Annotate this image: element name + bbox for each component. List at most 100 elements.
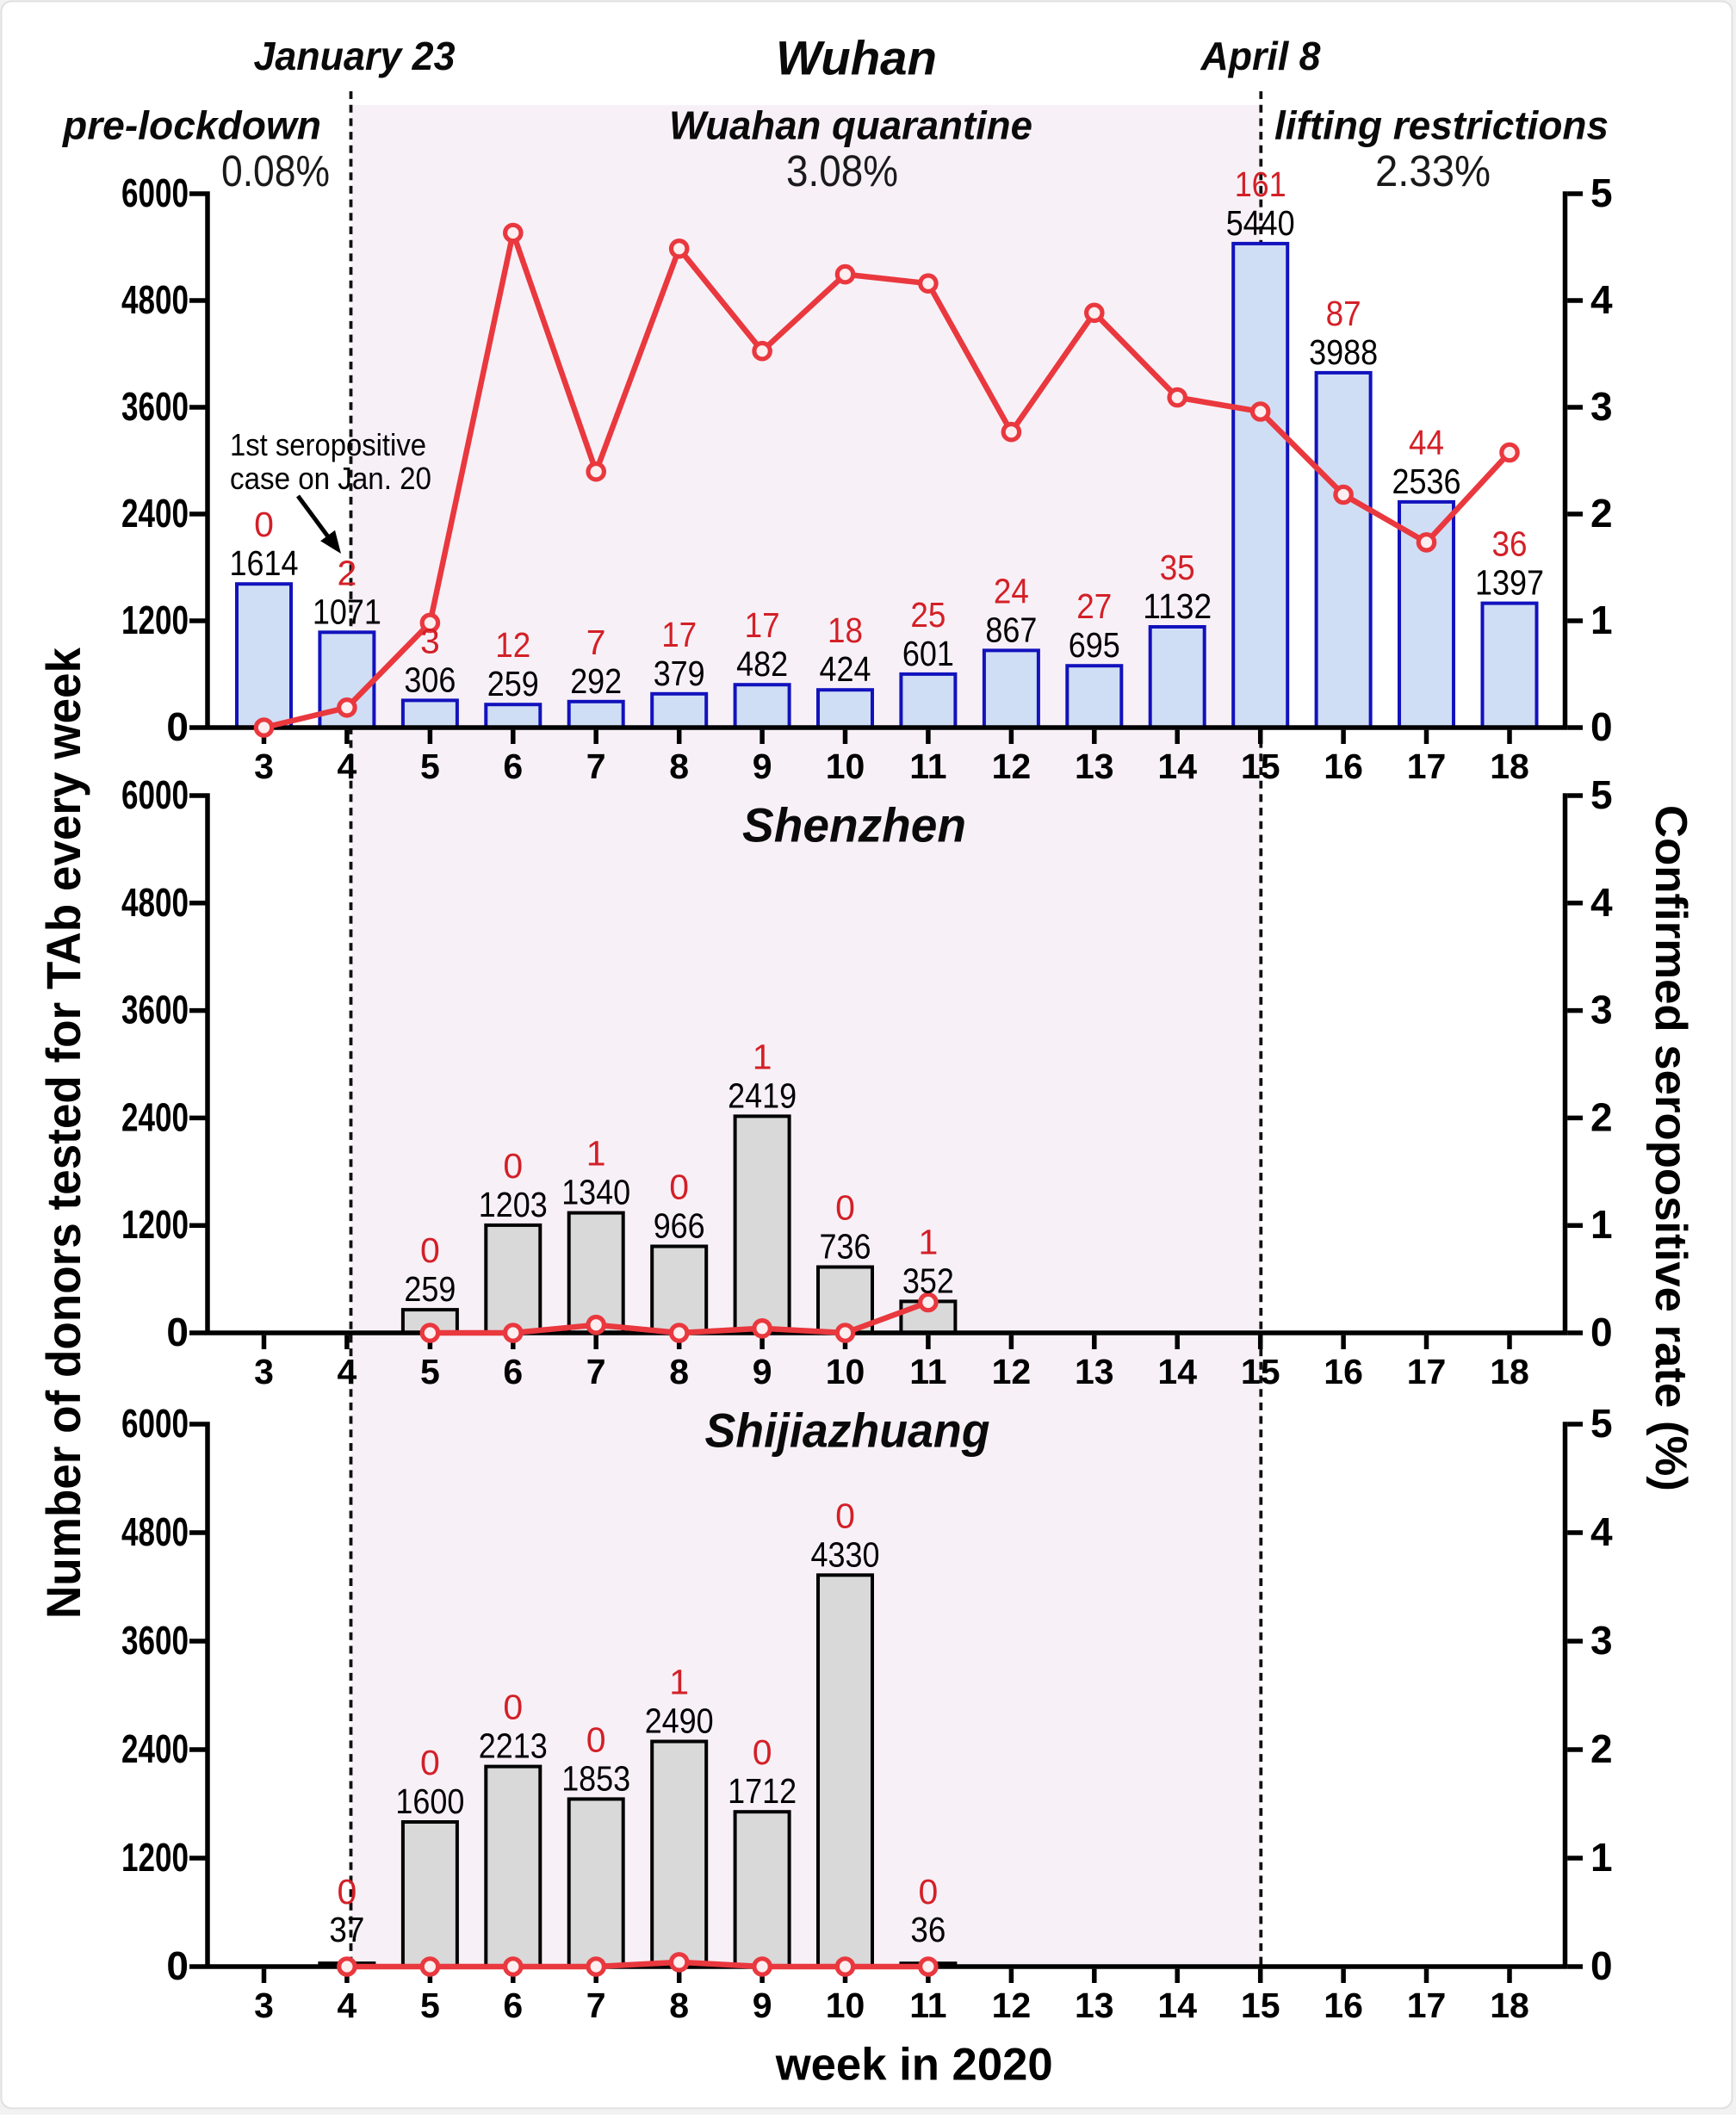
svg-text:9: 9 — [753, 1986, 772, 2025]
svg-text:3988: 3988 — [1309, 332, 1378, 372]
svg-text:0: 0 — [503, 1146, 523, 1186]
svg-text:5: 5 — [1590, 170, 1613, 215]
svg-text:0: 0 — [753, 1732, 772, 1772]
svg-text:4800: 4800 — [121, 880, 189, 925]
svg-text:44: 44 — [1409, 423, 1444, 462]
svg-text:6: 6 — [503, 1352, 523, 1391]
svg-text:1: 1 — [1590, 1835, 1613, 1880]
svg-text:18: 18 — [1490, 747, 1529, 786]
svg-text:1: 1 — [669, 1663, 689, 1702]
svg-text:Shenzhen: Shenzhen — [742, 798, 966, 852]
svg-text:5: 5 — [1590, 1401, 1613, 1446]
svg-text:601: 601 — [902, 634, 954, 673]
svg-text:306: 306 — [404, 660, 456, 699]
svg-text:37: 37 — [329, 1910, 364, 1949]
svg-text:1397: 1397 — [1475, 563, 1544, 603]
svg-text:13: 13 — [1075, 1352, 1114, 1391]
svg-text:Shijiazhuang: Shijiazhuang — [705, 1403, 990, 1458]
svg-text:6000: 6000 — [121, 772, 189, 817]
svg-text:2: 2 — [1590, 491, 1613, 536]
svg-text:5: 5 — [420, 747, 440, 786]
svg-text:16: 16 — [1324, 1352, 1363, 1391]
svg-text:0: 0 — [166, 1310, 189, 1354]
svg-text:15: 15 — [1241, 1352, 1280, 1391]
svg-text:11: 11 — [909, 1352, 946, 1391]
svg-text:3: 3 — [1590, 384, 1613, 429]
svg-text:2: 2 — [1590, 1094, 1613, 1139]
svg-text:17: 17 — [1407, 747, 1447, 786]
svg-text:0: 0 — [586, 1719, 606, 1759]
svg-text:379: 379 — [654, 654, 705, 693]
svg-text:8: 8 — [669, 1986, 689, 2025]
svg-text:5: 5 — [420, 1352, 440, 1391]
svg-text:0: 0 — [503, 1688, 523, 1727]
svg-text:1200: 1200 — [121, 1835, 189, 1880]
svg-text:2.33%: 2.33% — [1375, 146, 1491, 195]
svg-text:1200: 1200 — [121, 598, 189, 642]
svg-text:pre-lockdown: pre-lockdown — [61, 103, 321, 148]
svg-text:1: 1 — [1590, 1202, 1613, 1247]
svg-text:12: 12 — [495, 625, 530, 665]
svg-text:161: 161 — [1235, 164, 1286, 204]
svg-text:18: 18 — [1490, 1352, 1529, 1391]
svg-text:0: 0 — [918, 1872, 938, 1911]
svg-text:5440: 5440 — [1226, 203, 1295, 243]
svg-text:3: 3 — [254, 1352, 274, 1391]
svg-text:1712: 1712 — [728, 1771, 797, 1811]
svg-text:4: 4 — [1590, 277, 1613, 322]
svg-text:1132: 1132 — [1143, 586, 1212, 626]
svg-text:10: 10 — [826, 1986, 865, 2025]
svg-text:0: 0 — [669, 1168, 689, 1207]
svg-text:11: 11 — [909, 1986, 946, 2025]
svg-text:0.08%: 0.08% — [221, 146, 330, 195]
svg-text:27: 27 — [1076, 586, 1112, 626]
svg-text:292: 292 — [570, 661, 622, 701]
svg-text:13: 13 — [1075, 747, 1114, 786]
svg-text:week in 2020: week in 2020 — [775, 2040, 1053, 2091]
svg-text:1340: 1340 — [561, 1173, 630, 1212]
svg-text:1st seropositive: 1st seropositive — [230, 427, 426, 462]
svg-text:4: 4 — [1590, 880, 1613, 925]
svg-text:2419: 2419 — [728, 1075, 797, 1115]
svg-text:6000: 6000 — [121, 170, 189, 215]
svg-text:2400: 2400 — [121, 491, 189, 536]
svg-text:36: 36 — [910, 1910, 946, 1949]
svg-text:18: 18 — [1490, 1986, 1529, 2025]
svg-text:0: 0 — [1590, 1310, 1613, 1354]
svg-text:3.08%: 3.08% — [786, 146, 898, 195]
svg-text:7: 7 — [586, 623, 606, 662]
svg-text:Number of donors tested for TA: Number of donors tested for TAb every we… — [36, 647, 90, 1619]
svg-text:15: 15 — [1241, 1986, 1280, 2025]
svg-text:2: 2 — [1590, 1726, 1613, 1771]
svg-text:17: 17 — [1407, 1986, 1447, 2025]
svg-text:482: 482 — [736, 644, 788, 684]
svg-text:16: 16 — [1324, 747, 1363, 786]
svg-text:1: 1 — [753, 1037, 772, 1076]
svg-text:1614: 1614 — [230, 543, 299, 583]
svg-text:7: 7 — [586, 1352, 606, 1391]
svg-text:6000: 6000 — [121, 1401, 189, 1446]
svg-text:3600: 3600 — [121, 1618, 189, 1663]
svg-text:9: 9 — [753, 1352, 772, 1391]
svg-text:1853: 1853 — [561, 1758, 630, 1798]
svg-text:867: 867 — [985, 610, 1037, 649]
svg-text:1200: 1200 — [121, 1202, 189, 1247]
svg-text:5: 5 — [1590, 772, 1613, 817]
svg-text:0: 0 — [835, 1188, 855, 1228]
svg-text:10: 10 — [826, 747, 865, 786]
svg-text:4800: 4800 — [121, 1509, 189, 1554]
svg-text:Confirmed seropositive rate (%: Confirmed seropositive rate (%) — [1646, 805, 1696, 1491]
svg-text:3600: 3600 — [121, 384, 189, 429]
svg-text:24: 24 — [994, 571, 1029, 610]
svg-text:6: 6 — [503, 1986, 523, 2025]
svg-text:3: 3 — [420, 621, 440, 660]
svg-text:12: 12 — [992, 1352, 1032, 1391]
svg-text:2400: 2400 — [121, 1094, 189, 1139]
svg-text:966: 966 — [654, 1206, 705, 1246]
svg-text:1600: 1600 — [395, 1781, 464, 1821]
svg-text:1203: 1203 — [479, 1185, 548, 1224]
svg-text:0: 0 — [254, 505, 274, 544]
svg-text:736: 736 — [820, 1227, 871, 1267]
svg-text:Wuhan: Wuhan — [776, 31, 937, 85]
svg-text:0: 0 — [166, 704, 189, 749]
